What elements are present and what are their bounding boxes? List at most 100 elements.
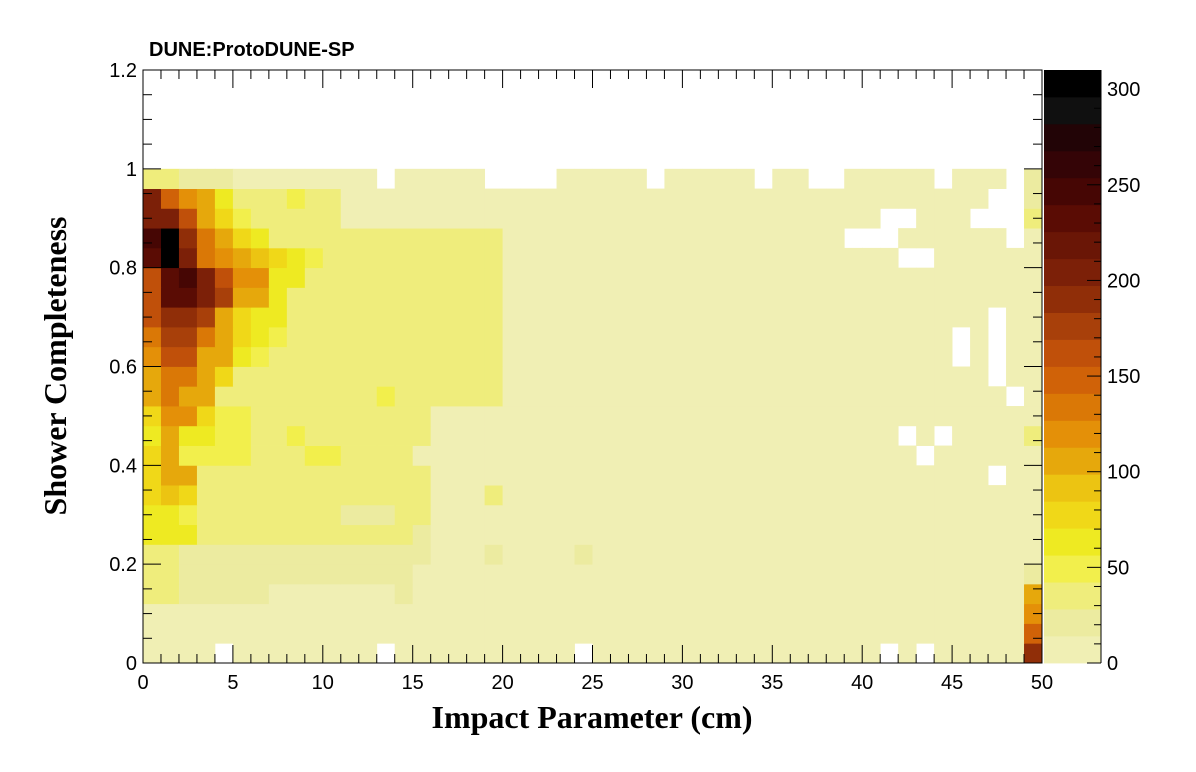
heatmap-cell <box>214 425 234 446</box>
heatmap-cell <box>754 247 773 269</box>
heatmap-cell <box>160 208 180 229</box>
heatmap-cell <box>232 228 252 249</box>
heatmap-cell <box>160 386 180 407</box>
heatmap-cell <box>682 168 701 189</box>
heatmap-cell <box>898 228 917 249</box>
heatmap-cell <box>736 623 755 644</box>
heatmap-cell <box>484 406 503 427</box>
heatmap-cell <box>664 168 683 189</box>
heatmap-cell <box>430 623 450 644</box>
heatmap-cell <box>232 346 252 367</box>
heatmap-cell <box>1024 425 1043 446</box>
heatmap-cell <box>988 247 1007 269</box>
heatmap-cell <box>718 406 737 427</box>
heatmap-cell <box>898 287 917 308</box>
heatmap-cell <box>322 267 342 288</box>
heatmap-cell <box>826 524 845 545</box>
heatmap-cell <box>502 564 521 585</box>
heatmap-cell <box>232 307 252 328</box>
heatmap-cell <box>574 406 593 427</box>
heatmap-cell <box>772 247 791 269</box>
heatmap-cell <box>538 267 557 288</box>
heatmap-cell <box>574 425 593 446</box>
heatmap-cell <box>952 583 971 605</box>
heatmap-cell <box>178 485 198 506</box>
heatmap-cell <box>286 564 306 585</box>
heatmap-cell <box>952 188 971 209</box>
heatmap-cell <box>718 386 737 407</box>
heatmap-cell <box>232 465 252 486</box>
heatmap-cell <box>520 643 539 664</box>
color-scale-swatch <box>1044 555 1101 583</box>
heatmap-cell <box>826 544 845 565</box>
heatmap-cell <box>628 188 647 209</box>
color-scale-tick-label: 200 <box>1107 270 1140 292</box>
heatmap-cell <box>340 326 360 348</box>
heatmap-cell <box>412 425 432 446</box>
heatmap-cell <box>592 346 611 367</box>
heatmap-cell <box>394 504 414 526</box>
color-scale-swatch <box>1044 312 1101 340</box>
heatmap-cell <box>628 425 647 446</box>
x-tick-label: 5 <box>227 672 238 694</box>
heatmap-cell <box>700 583 719 605</box>
heatmap-cell <box>502 247 521 269</box>
heatmap-cell <box>952 208 971 229</box>
heatmap-cell <box>340 366 360 387</box>
heatmap-cell <box>412 445 432 466</box>
heatmap-cell <box>826 307 845 328</box>
heatmap-cell <box>880 504 899 526</box>
heatmap-cell <box>394 603 414 624</box>
heatmap-cell <box>502 465 521 486</box>
heatmap-cell <box>700 307 719 328</box>
heatmap-cell <box>700 366 719 387</box>
heatmap-cell <box>412 504 432 526</box>
heatmap-cell <box>394 524 414 545</box>
heatmap-cell <box>196 208 216 229</box>
heatmap-cell <box>718 208 737 229</box>
heatmap-cell <box>934 406 953 427</box>
x-axis-title: Impact Parameter (cm) <box>431 699 752 735</box>
heatmap-cell <box>1006 544 1025 565</box>
heatmap-cell <box>646 643 665 664</box>
heatmap-cell <box>466 643 486 664</box>
heatmap-cell <box>898 445 917 466</box>
heatmap-cell <box>664 366 683 387</box>
heatmap-cell <box>736 168 755 189</box>
heatmap-cell <box>430 386 450 407</box>
heatmap-cell <box>232 188 252 209</box>
heatmap-cell <box>592 465 611 486</box>
heatmap-cell <box>268 425 288 446</box>
heatmap-cell <box>358 485 378 506</box>
heatmap-cell <box>232 326 252 348</box>
heatmap-cell <box>844 247 863 269</box>
heatmap-cell <box>286 366 306 387</box>
color-scale-swatch <box>1044 393 1101 421</box>
heatmap-cell <box>700 247 719 269</box>
heatmap-cell <box>304 406 324 427</box>
heatmap-cell <box>520 307 539 328</box>
heatmap-cell <box>178 445 198 466</box>
heatmap-cell <box>880 326 899 348</box>
heatmap-cell <box>340 643 360 664</box>
heatmap-cell <box>970 623 989 644</box>
heatmap-cell <box>322 524 342 545</box>
color-scale-tick-label: 100 <box>1107 462 1140 484</box>
heatmap-cell <box>340 465 360 486</box>
heatmap-cell <box>700 406 719 427</box>
heatmap-cell <box>772 188 791 209</box>
heatmap-cell <box>466 425 486 446</box>
heatmap-cell <box>143 228 162 249</box>
heatmap-cell <box>934 228 953 249</box>
heatmap-cell <box>574 168 593 189</box>
heatmap-cell <box>736 504 755 526</box>
heatmap-cell <box>808 346 827 367</box>
heatmap-cell <box>736 643 755 664</box>
heatmap-cell <box>826 208 845 229</box>
heatmap-cell <box>628 228 647 249</box>
heatmap-cell <box>682 188 701 209</box>
heatmap-cell <box>160 465 180 486</box>
heatmap-cell <box>322 386 342 407</box>
heatmap-cell <box>1006 406 1025 427</box>
heatmap-cell <box>718 623 737 644</box>
